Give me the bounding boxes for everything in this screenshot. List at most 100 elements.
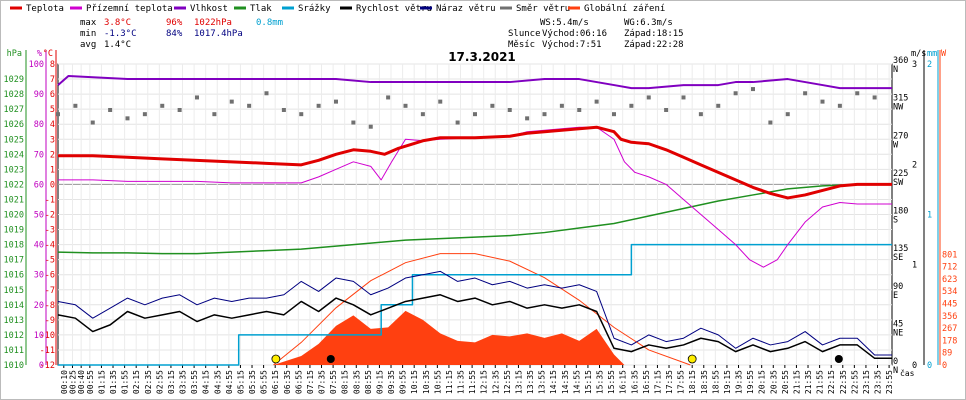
pressure-tick-label: 1026 <box>4 120 24 130</box>
x-tick-label: 09:15 <box>375 370 384 394</box>
direction-point <box>577 107 582 112</box>
direction-point <box>177 107 182 112</box>
x-tick-label: 17:15 <box>653 370 662 394</box>
direction-point <box>837 103 842 108</box>
direction-point <box>368 124 373 129</box>
sunset-marker <box>687 354 697 364</box>
humidity-tick-label: 20 <box>34 301 44 311</box>
pressure-tick-label: 1024 <box>4 150 24 160</box>
x-tick-label: 06:15 <box>271 370 280 394</box>
temperature-tick-label: -6 <box>45 271 55 281</box>
direction-point <box>455 120 460 125</box>
wind-tick-label: 2 <box>912 160 917 170</box>
direction-point <box>334 99 338 104</box>
x-tick-label: 16:55 <box>642 370 651 394</box>
temperature-tick-label: -7 <box>45 286 55 296</box>
rain-tick-label: 1 <box>927 211 932 221</box>
x-tick-label: 07:35 <box>318 370 327 394</box>
wind-tick-label: 0 <box>912 361 917 371</box>
stat-min-temp: -1.3°C <box>104 29 137 39</box>
temperature-tick-label: 6 <box>50 90 55 100</box>
temperature-tick-label: 0 <box>50 180 55 190</box>
x-tick-label: 21:35 <box>804 370 813 394</box>
stat-max-pressure: 1022hPa <box>194 18 232 28</box>
radiation-tick-label: 445 <box>942 300 957 310</box>
x-tick-label: 14:15 <box>549 370 558 394</box>
direction-point <box>403 103 408 108</box>
sun-set: Západ:18:15 <box>624 29 684 39</box>
temperature-tick-label: -5 <box>45 256 55 266</box>
direction-dir-label: SW <box>893 178 904 188</box>
x-tick-label: 13:15 <box>514 370 523 394</box>
x-tick-label: 01:35 <box>109 370 118 394</box>
x-tick-label: 11:35 <box>457 370 466 394</box>
temperature-tick-label: -2 <box>45 211 55 221</box>
pressure-tick-label: 1015 <box>4 286 24 296</box>
x-tick-label: 21:55 <box>816 370 825 394</box>
x-tick-label: 22:55 <box>850 370 859 394</box>
x-tick-label: 00:40 <box>77 370 86 394</box>
moon-set: Západ:22:28 <box>624 40 684 50</box>
direction-point <box>420 112 425 117</box>
temperature-tick-label: 5 <box>50 105 55 115</box>
direction-point <box>108 107 113 112</box>
humidity-tick-label: 30 <box>34 271 44 281</box>
direction-point <box>559 103 564 108</box>
direction-point <box>90 120 95 125</box>
x-tick-label: 14:35 <box>561 370 570 394</box>
stat-avg-temp: 1.4°C <box>104 40 131 50</box>
pressure-tick-label: 1018 <box>4 241 24 251</box>
direction-deg-label: 45 <box>893 319 903 329</box>
direction-point <box>195 95 199 100</box>
direction-point <box>264 91 269 96</box>
x-tick-label: 12:55 <box>503 370 512 394</box>
radiation-tick-label: 801 <box>942 250 957 260</box>
direction-dir-label: NE <box>893 328 903 338</box>
direction-point <box>681 95 686 100</box>
pressure-tick-label: 1025 <box>4 135 24 145</box>
temperature-tick-label: -1 <box>45 195 55 205</box>
direction-deg-label: 360 <box>893 56 908 66</box>
direction-point <box>785 112 790 117</box>
x-tick-label: 04:35 <box>213 370 222 394</box>
direction-point <box>438 99 443 104</box>
legend: Teplota Přízemní teplota Vlhkost Tlak Srážky… <box>10 4 665 14</box>
rain-tick-label: 0 <box>927 361 932 371</box>
x-tick-label: 01:55 <box>121 370 130 394</box>
direction-point <box>281 107 286 112</box>
radiation-tick-label: 267 <box>942 324 957 334</box>
radiation-tick-label: 178 <box>942 336 957 346</box>
x-tick-label: 20:15 <box>758 370 767 394</box>
pressure-tick-label: 1011 <box>4 346 24 356</box>
stat-max-label: max <box>80 18 97 28</box>
direction-point <box>316 103 321 108</box>
legend-label: Teplota <box>26 4 64 14</box>
x-tick-label: 19:35 <box>735 370 744 394</box>
x-tick-label: 12:15 <box>480 370 489 394</box>
x-tick-label: 13:55 <box>538 370 547 394</box>
direction-dir-label: N <box>893 65 898 75</box>
axes: 00:10 00:25 00:40 00:55 01:15 01:35 01:55 02:15… <box>4 49 958 394</box>
direction-point <box>473 112 477 117</box>
x-tick-label: 01:15 <box>97 370 106 394</box>
x-tick-label: 23:35 <box>874 370 883 394</box>
humidity-axis-label: % <box>37 49 42 59</box>
direction-deg-label: 315 <box>893 94 908 104</box>
x-tick-label: 18:15 <box>688 370 697 394</box>
pressure-tick-label: 1027 <box>4 105 24 115</box>
x-tick-label: 20:55 <box>781 370 790 394</box>
direction-dir-label: NW <box>893 103 904 113</box>
moonset-marker <box>834 355 843 363</box>
stat-wind-speed: WS:5.4m/s <box>540 18 589 28</box>
direction-point <box>490 103 495 108</box>
legend-label: Náraz větru <box>436 4 496 14</box>
stat-max-humidity: 96% <box>166 18 183 28</box>
humidity-tick-label: 60 <box>34 180 44 190</box>
pressure-tick-label: 1014 <box>4 301 24 311</box>
humidity-tick-label: 80 <box>34 120 44 130</box>
x-tick-label: 09:35 <box>387 370 396 394</box>
x-tick-label: 02:35 <box>144 370 153 394</box>
x-tick-label: 09:55 <box>399 370 408 394</box>
x-tick-label: 08:55 <box>364 370 373 394</box>
